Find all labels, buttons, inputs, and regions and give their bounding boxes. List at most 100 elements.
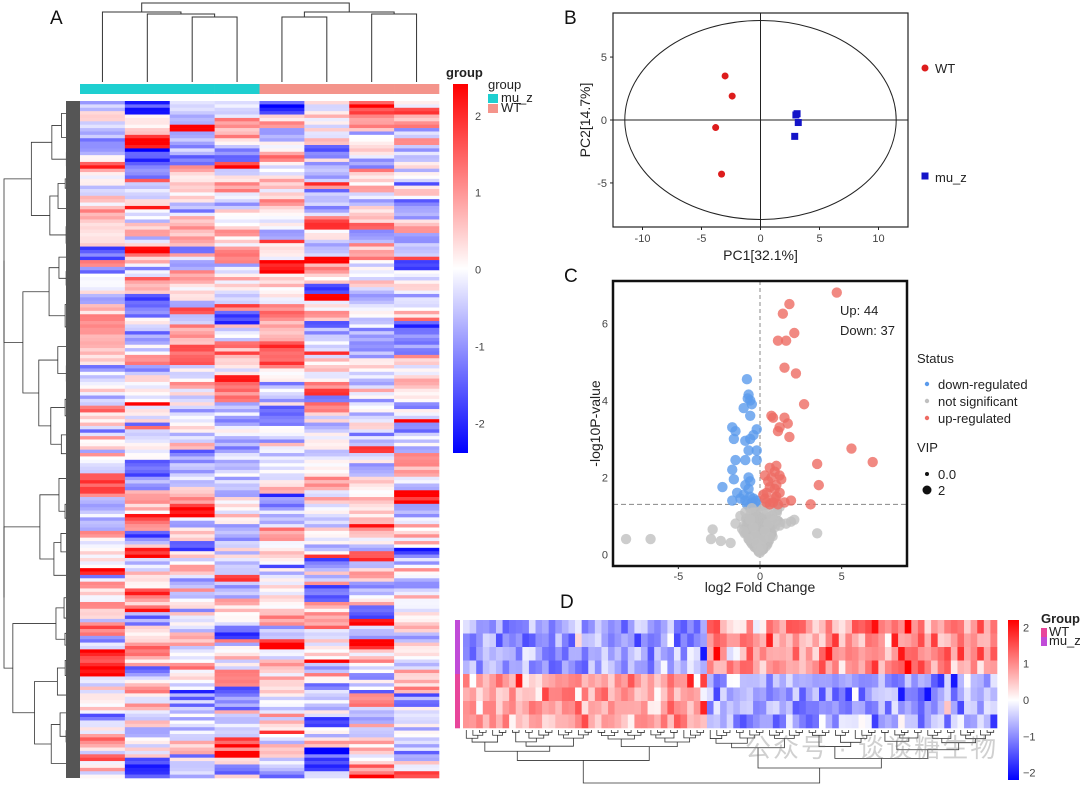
heatmap-a-cell	[394, 703, 440, 708]
heatmap-a-cell	[259, 615, 305, 620]
heatmap-a-cell	[304, 141, 350, 146]
heatmap-a-cell	[124, 737, 171, 742]
heatmap-a-cell	[214, 341, 260, 346]
heatmap-a-cell	[349, 199, 395, 203]
heatmap-a-cell	[259, 510, 305, 515]
heatmap-a-cell	[214, 676, 260, 681]
heatmap-a-cell	[169, 348, 215, 352]
heatmap-d-cell	[608, 660, 615, 675]
heatmap-d-cell	[838, 714, 846, 729]
heatmap-a-cell	[169, 615, 215, 620]
heatmap-a-cell	[80, 679, 126, 684]
heatmap-a-cell	[80, 317, 126, 322]
heatmap-a-cell	[259, 337, 305, 342]
heatmap-a-cell	[214, 348, 260, 352]
heatmap-a-cell	[304, 673, 350, 677]
heatmap-a-cell	[80, 229, 126, 234]
heatmap-a-cell	[169, 601, 215, 606]
dendrogram-branch	[610, 730, 619, 733]
heatmap-d-cell	[858, 647, 866, 661]
heatmap-a-cell	[304, 720, 350, 725]
heatmap-d-cell	[931, 647, 938, 661]
heatmap-d-cell	[819, 620, 826, 634]
heatmap-d-cell	[884, 714, 892, 729]
heatmap-d-cell	[779, 633, 787, 648]
heatmap-a-cell	[169, 547, 215, 552]
heatmap-a-cell	[394, 442, 440, 447]
heatmap-a-cell	[124, 591, 171, 596]
heatmap-d-cell	[904, 714, 912, 729]
heatmap-a-cell	[394, 700, 440, 704]
heatmap-a-cell	[394, 121, 440, 125]
heatmap-a-cell	[214, 260, 260, 264]
heatmap-a-cell	[394, 463, 440, 467]
heatmap-d-cell	[805, 620, 813, 634]
heatmap-d-cell	[832, 620, 840, 634]
heatmap-d-cell	[924, 620, 932, 634]
heatmap-a-cell	[80, 639, 126, 643]
heatmap-d-cell	[779, 701, 787, 715]
heatmap-d-cell	[970, 674, 978, 688]
heatmap-a-cell	[124, 266, 171, 271]
heatmap-a-cell	[349, 405, 395, 410]
heatmap-a-cell	[169, 713, 215, 718]
heatmap-a-cell	[169, 321, 215, 325]
heatmap-a-cell	[394, 520, 440, 525]
heatmap-a-cell	[169, 618, 215, 623]
heatmap-d-cell	[568, 687, 576, 702]
heatmap-a-cell	[169, 439, 215, 444]
pca-y-tick: -5	[597, 178, 607, 190]
heatmap-a-cell	[349, 683, 395, 687]
heatmap-a-cell	[124, 398, 171, 403]
heatmap-a-cell	[124, 639, 171, 643]
heatmap-a-cell	[259, 327, 305, 332]
heatmap-a-cell	[80, 554, 126, 559]
heatmap-a-cell	[80, 686, 126, 691]
heatmap-a-cell	[169, 378, 215, 383]
heatmap-a-cell	[349, 304, 395, 308]
heatmap-a-cell	[349, 744, 395, 748]
heatmap-a-cell	[124, 216, 171, 220]
heatmap-a-cell	[80, 561, 126, 566]
volcano-point-up-regulated	[846, 443, 857, 454]
heatmap-a-cell	[259, 635, 305, 640]
heatmap-a-cell	[349, 700, 395, 704]
heatmap-a-cell	[349, 662, 395, 667]
heatmap-d-cell	[489, 714, 497, 729]
heatmap-d-cell	[759, 647, 767, 661]
heatmap-a-cell	[214, 615, 260, 620]
heatmap-a-cell	[259, 483, 305, 488]
heatmap-d-cell	[944, 647, 952, 661]
heatmap-a-cell	[214, 216, 260, 220]
heatmap-a-cell	[259, 750, 305, 755]
heatmap-a-cell	[169, 409, 215, 413]
heatmap-a-cell	[214, 733, 260, 738]
heatmap-a-cell	[259, 219, 305, 224]
heatmap-a-cell	[304, 605, 350, 610]
dendrogram-branch	[34, 681, 58, 745]
heatmap-a-cell	[80, 199, 126, 203]
heatmap-d-cell	[647, 674, 655, 688]
heatmap-a-cell	[80, 629, 126, 633]
heatmap-a-cell	[349, 192, 395, 197]
heatmap-a-cell	[80, 151, 126, 156]
heatmap-a-cell	[80, 239, 126, 244]
pca-legend-marker-WT	[921, 64, 929, 72]
heatmap-d-cell	[904, 687, 912, 702]
heatmap-a-cell	[394, 713, 440, 718]
heatmap-a-cell	[259, 175, 305, 180]
heatmap-a-cell	[259, 253, 305, 258]
volcano-point-down-regulated	[748, 429, 759, 441]
heatmap-a-cell	[214, 368, 260, 373]
heatmap-a-cell	[214, 757, 260, 762]
heatmap-a-cell	[214, 121, 260, 125]
heatmap-d-cell	[838, 701, 846, 715]
heatmap-a-cell	[304, 534, 350, 538]
heatmap-a-cell	[80, 642, 126, 647]
heatmap-d-cell	[911, 633, 919, 648]
heatmap-d-cell	[693, 714, 701, 729]
heatmap-a-cell	[169, 480, 215, 484]
heatmap-a-cell	[304, 574, 350, 579]
heatmap-d-cell	[535, 701, 543, 715]
heatmap-a-cell	[394, 669, 440, 674]
